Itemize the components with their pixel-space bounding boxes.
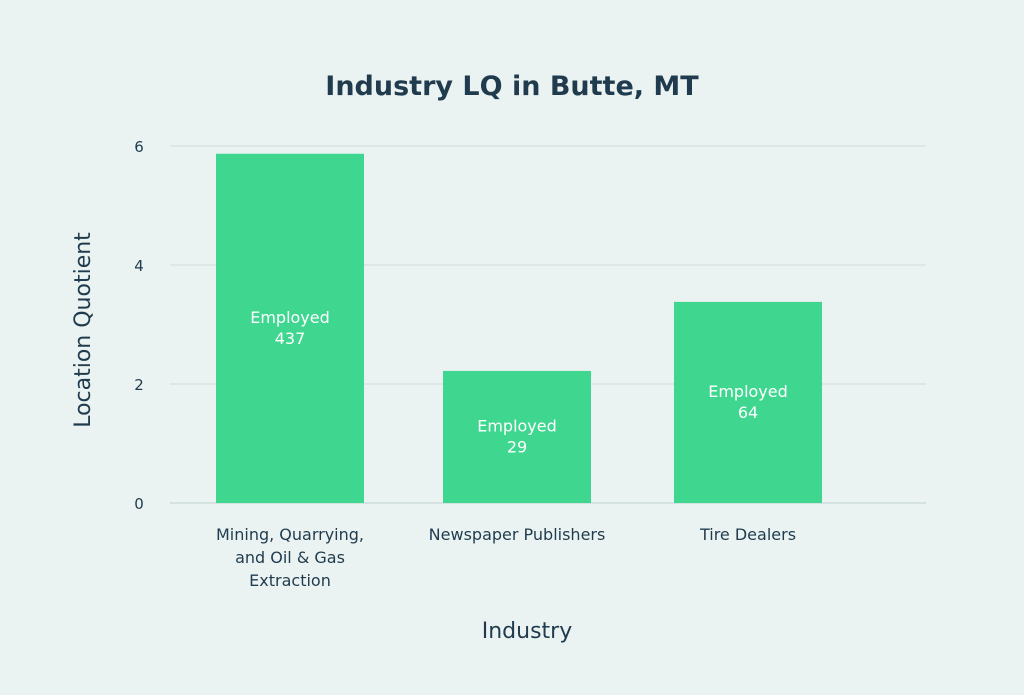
y-tick-label: 6	[134, 138, 144, 156]
y-tick-label: 2	[134, 376, 144, 394]
bar	[443, 370, 591, 503]
x-categories: Mining, Quarrying, and Oil & Gas Extractio…	[216, 525, 796, 590]
bar-data-label: Employed	[477, 416, 557, 435]
y-ticks: 0 2 4 6	[134, 138, 144, 513]
bar-data-label: 64	[738, 403, 758, 422]
bar	[674, 301, 822, 503]
x-tick-label: Extraction	[249, 571, 331, 590]
chart-title: Industry LQ in Butte, MT	[325, 71, 699, 102]
y-tick-label: 0	[134, 495, 144, 513]
x-tick-label: Newspaper Publishers	[429, 525, 606, 544]
y-axis-label: Location Quotient	[71, 232, 96, 428]
bar-data-label: Employed	[250, 308, 330, 327]
x-tick-label: and Oil & Gas	[235, 548, 345, 567]
bar-data-label: 29	[507, 437, 527, 456]
x-tick-label: Tire Dealers	[699, 525, 796, 544]
x-tick-label: Mining, Quarrying,	[216, 525, 364, 544]
bars-layer: Employed 437 Employed 29 Employed 64	[216, 153, 822, 504]
bar-data-label: Employed	[708, 382, 788, 401]
y-tick-label: 4	[134, 257, 144, 275]
bar-data-label: 437	[275, 329, 306, 348]
x-axis-label: Industry	[482, 619, 573, 644]
bar	[216, 153, 364, 504]
